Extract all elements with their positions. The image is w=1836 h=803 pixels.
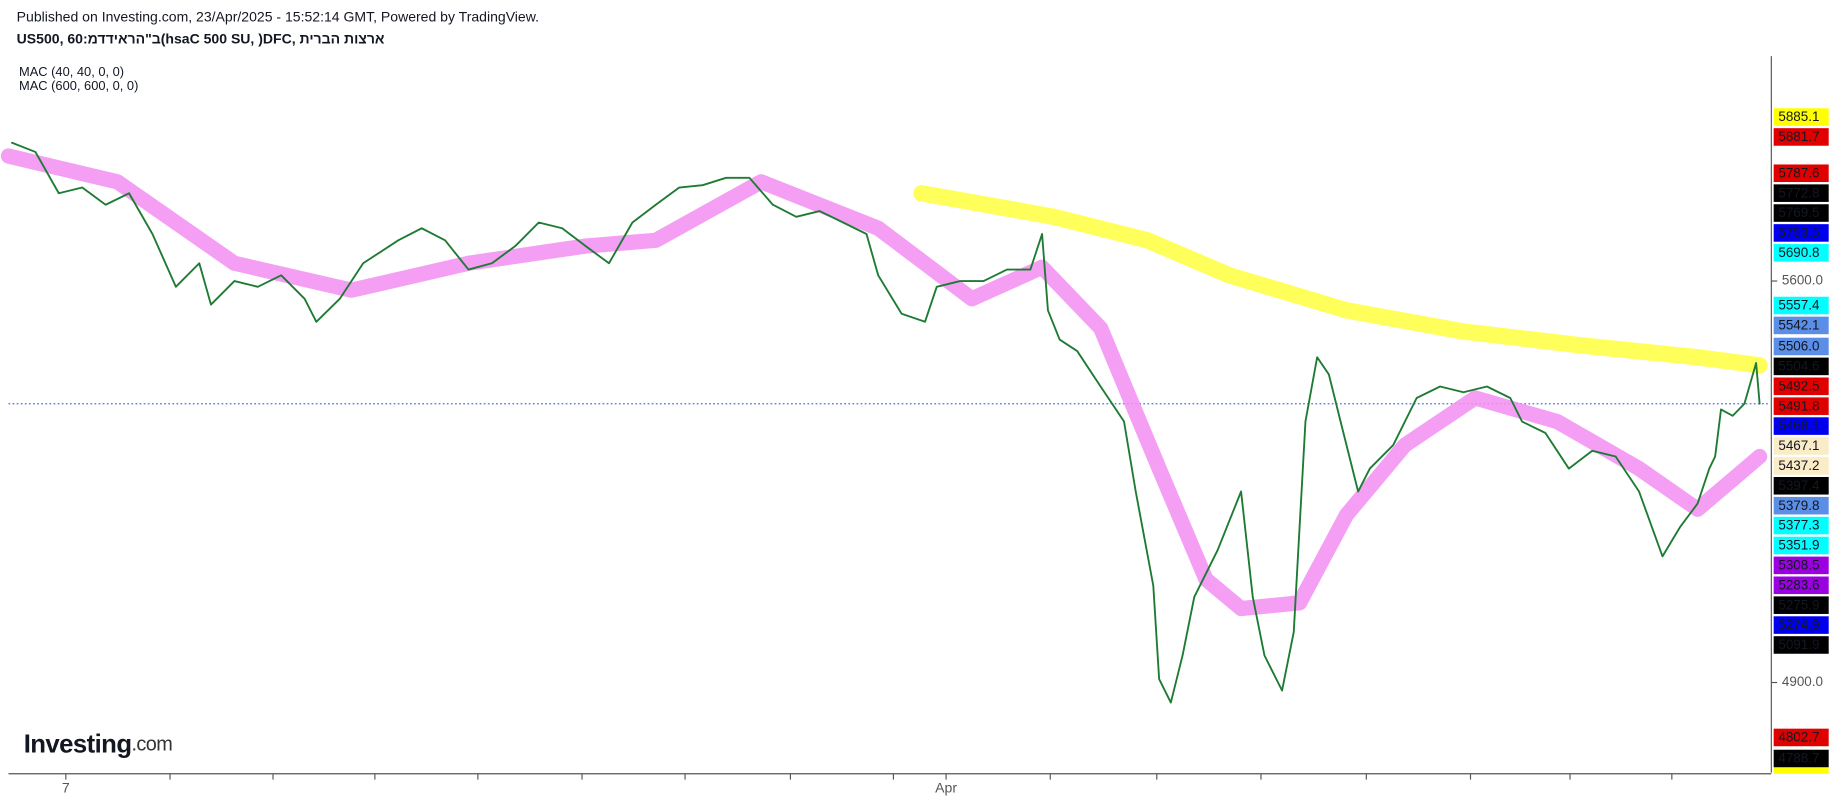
price-axis: 5600.0 4900.0 7 Apr 5885.1 5881.7 5787.6 5772.8… bbox=[62, 108, 1829, 796]
price-label: 5504.6 bbox=[1778, 359, 1819, 374]
price-label-box bbox=[1773, 556, 1829, 575]
price-label-box bbox=[1773, 128, 1829, 146]
price-label: 5467.1 bbox=[1778, 438, 1819, 453]
price-label-box bbox=[1773, 108, 1829, 126]
price-label: 5437.2 bbox=[1778, 458, 1819, 473]
price-label-box bbox=[1773, 496, 1829, 515]
price-label-box bbox=[1773, 477, 1829, 495]
price-label: 5351.9 bbox=[1778, 538, 1819, 553]
x-tick-label: Apr bbox=[935, 780, 957, 796]
price-label-box bbox=[1773, 437, 1829, 455]
price-label-box bbox=[1773, 337, 1829, 356]
price-label: 5881.7 bbox=[1778, 129, 1819, 144]
price-label-box bbox=[1773, 636, 1829, 654]
price-label-box bbox=[1773, 357, 1829, 376]
price-label-box bbox=[1773, 616, 1829, 634]
price-label: 5885.1 bbox=[1778, 109, 1819, 124]
logo: Investing.com bbox=[24, 730, 173, 758]
price-label-box bbox=[1773, 516, 1829, 535]
price-label: 5769.5 bbox=[1778, 205, 1819, 220]
indicator-label: MAC (40, 40, 0, 0) bbox=[19, 64, 124, 79]
price-label-box bbox=[1773, 596, 1829, 614]
price-label-box bbox=[1773, 224, 1829, 242]
price-label-box bbox=[1773, 316, 1829, 335]
price-label: 5787.6 bbox=[1778, 165, 1819, 180]
moving-average bbox=[0, 148, 1768, 617]
price-label-box bbox=[1773, 576, 1829, 595]
price-label: 4788.7 bbox=[1778, 751, 1819, 766]
price-label: 5542.1 bbox=[1778, 318, 1819, 333]
price-label: 5397.4 bbox=[1778, 478, 1820, 493]
price-label-box bbox=[1773, 728, 1829, 747]
price-label-box bbox=[1773, 536, 1829, 555]
price-label: 5377.3 bbox=[1778, 518, 1819, 533]
y-tick-label: 5600.0 bbox=[1782, 273, 1823, 288]
price-label: 5275.9 bbox=[1778, 597, 1819, 612]
logo-suffix: .com bbox=[131, 734, 172, 756]
price-label-box bbox=[1773, 397, 1829, 415]
price-line-series bbox=[11, 141, 1761, 704]
price-label-box bbox=[1773, 244, 1829, 262]
price-label-box bbox=[1773, 296, 1829, 315]
price-label: 5283.6 bbox=[1778, 577, 1819, 592]
moving-average bbox=[913, 185, 1768, 374]
x-tick-label: 7 bbox=[62, 780, 70, 796]
price-label: 5091.9 bbox=[1778, 637, 1819, 652]
price-label: 4802.7 bbox=[1778, 730, 1819, 745]
price-label: 5506.0 bbox=[1778, 339, 1819, 354]
price-label-box bbox=[1773, 457, 1829, 475]
price-label: 5491.8 bbox=[1778, 398, 1819, 413]
price-label-box bbox=[1773, 164, 1829, 183]
price-label: 5468.1 bbox=[1778, 418, 1819, 433]
chart-title: US500, 60:מדדיארה"ב(hsaC 500 SU, )DFC, ת… bbox=[17, 31, 385, 47]
price-label: 5492.5 bbox=[1778, 378, 1819, 393]
indicator-label: MAC (600, 600, 0, 0) bbox=[19, 78, 138, 93]
logo-brand: Investing bbox=[24, 730, 132, 758]
price-label: 5753.5 bbox=[1778, 225, 1819, 240]
price-label-box bbox=[1773, 749, 1829, 768]
price-label: 5308.5 bbox=[1778, 558, 1819, 573]
price-label: 5772.8 bbox=[1778, 185, 1819, 200]
price-label: 5274.9 bbox=[1778, 617, 1819, 632]
published-note: Published on Investing.com, 23/Apr/2025 … bbox=[17, 8, 539, 24]
price-label-box bbox=[1773, 417, 1829, 435]
price-label: 5690.8 bbox=[1778, 245, 1819, 260]
price-label-box bbox=[1773, 377, 1829, 396]
price-label: 5557.4 bbox=[1778, 298, 1820, 313]
price-label-strip bbox=[1773, 767, 1829, 774]
price-label: 5379.8 bbox=[1778, 498, 1819, 513]
price-label-box bbox=[1773, 204, 1829, 222]
plot-area bbox=[0, 141, 1771, 704]
y-tick-label: 4900.0 bbox=[1782, 674, 1823, 689]
price-label-box bbox=[1773, 184, 1829, 202]
